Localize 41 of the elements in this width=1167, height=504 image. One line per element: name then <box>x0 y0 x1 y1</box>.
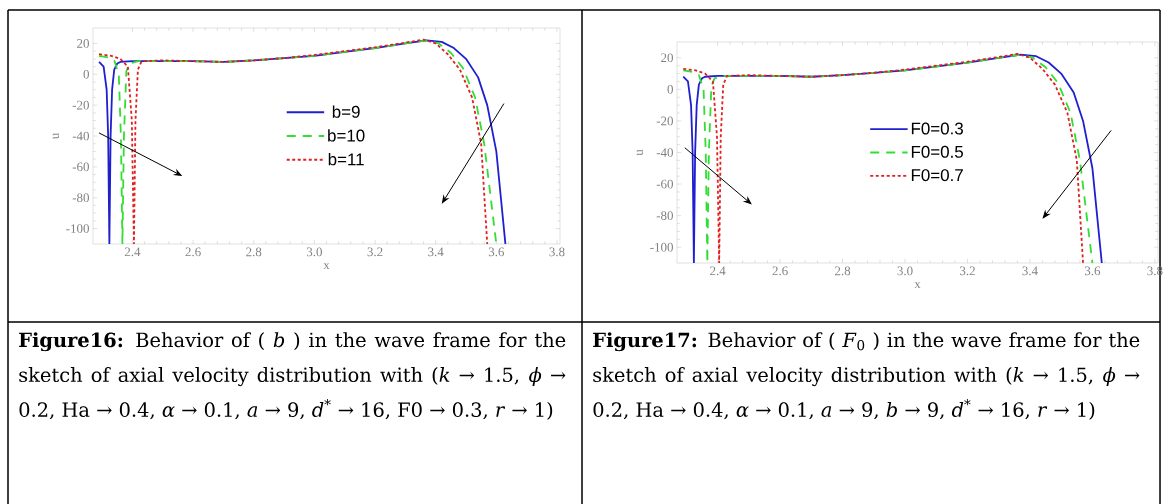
x-tick-label: 3.2 <box>960 266 975 276</box>
x-tick-label: 3.2 <box>367 247 383 257</box>
x-axis-title: x <box>323 263 330 270</box>
y-tick-label: -80 <box>72 193 89 203</box>
y-tick-label: -60 <box>72 162 89 172</box>
y-tick-label: -20 <box>72 100 89 110</box>
x-tick-label: 3.6 <box>1084 266 1101 276</box>
y-tick-label: 0 <box>83 69 89 79</box>
y-tick-label: -40 <box>656 148 673 157</box>
y-tick-label: 0 <box>667 84 673 94</box>
x-tick-label: 3.6 <box>488 247 505 257</box>
y-tick-label: 20 <box>77 39 89 48</box>
y-tick-label: 20 <box>661 53 673 63</box>
legend-label: F0=0.5 <box>911 145 963 158</box>
y-axis-title: u <box>52 132 59 140</box>
legend-label: b=10 <box>328 129 365 142</box>
x-axis-title: x <box>914 282 921 289</box>
x-tick-label: 3.4 <box>428 247 444 257</box>
y-tick-label: -40 <box>72 131 89 141</box>
x-tick-label: 2.6 <box>772 266 788 276</box>
x-tick-label: 3.4 <box>1022 266 1038 276</box>
legend-label: b=11 <box>328 152 364 166</box>
legend-label: F0=0.3 <box>911 122 963 135</box>
legend-label: F0=0.7 <box>911 169 963 182</box>
text: Figure16: Behavior of ( b ) in the wave frame for the sketch of axial velocity distribution with (k → 1.5, ϕ → 0.2, Ha → 0.4, α → 0.1, a → 9, d$^{*}$ → 16, F0 → 0.3, r → 1) <box>19 332 566 420</box>
x-tick-label: 2.4 <box>710 266 726 276</box>
text: Figure17: Behavior of ( F$_{0}$ ) in the wave frame for the sketch of axial velocity distribution with (k → 1.5, ϕ → 0.2, Ha → 0.4, α → 0.1, a → 9, b → 9, d$^{*}$ → 16, r → 1) <box>593 332 1140 420</box>
y-tick-label: -100 <box>66 224 89 233</box>
x-tick-label: 2.8 <box>835 266 851 276</box>
y-tick-label: -60 <box>656 179 673 189</box>
x-tick-label: 3.0 <box>897 266 913 276</box>
x-tick-label: 3.0 <box>306 247 322 257</box>
y-axis-title: u <box>636 149 643 156</box>
y-tick-label: -20 <box>656 116 673 126</box>
x-tick-label: 2.4 <box>124 247 141 257</box>
x-tick-label: 3.8 <box>549 247 565 257</box>
y-tick-label: -100 <box>650 242 673 252</box>
x-tick-label: 2.6 <box>185 247 201 257</box>
x-tick-label: 2.8 <box>246 247 262 257</box>
y-tick-label: -80 <box>656 211 673 221</box>
legend-label: b=9 <box>332 105 360 118</box>
